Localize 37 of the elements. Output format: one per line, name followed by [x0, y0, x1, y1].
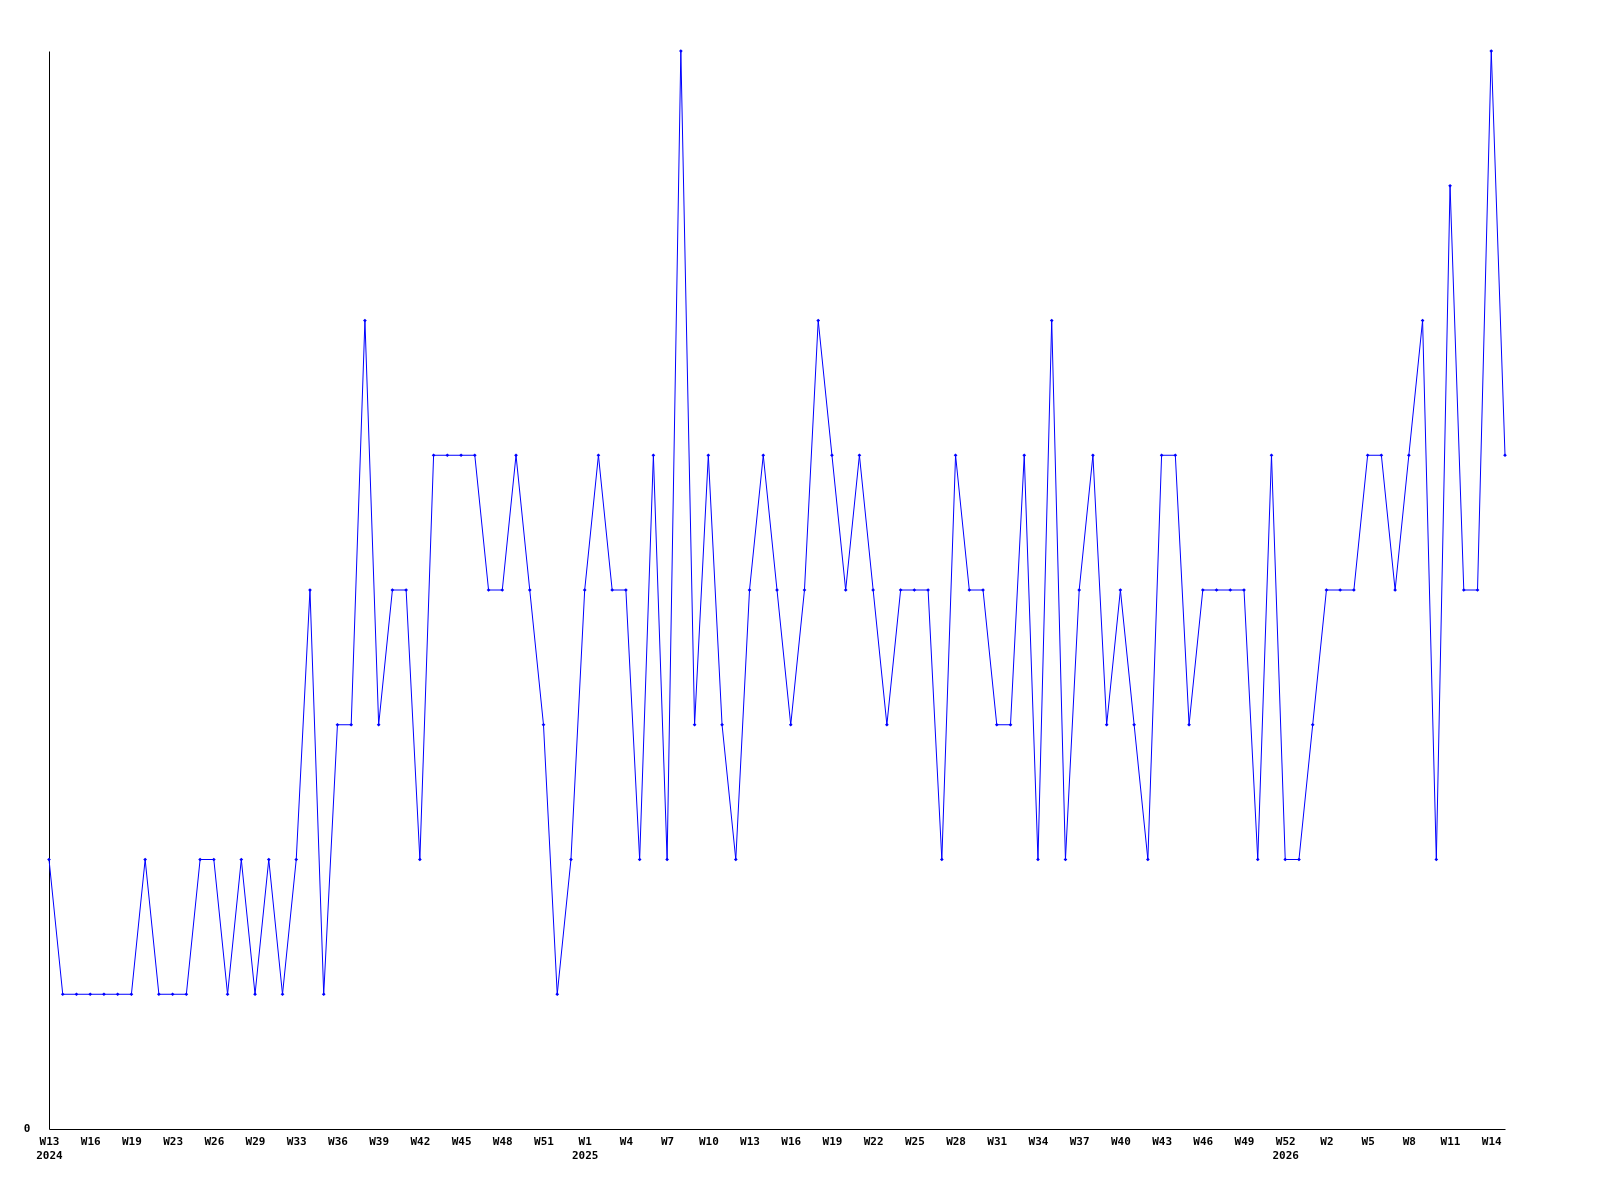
x-tick-label: W40 [1110, 1134, 1131, 1148]
x-tick-label: W16 [80, 1134, 102, 1148]
x-tick-label: W5 [1361, 1134, 1375, 1148]
x-tick-label: W45 [451, 1134, 472, 1148]
x-tick-label: W28 [946, 1134, 966, 1148]
x-tick-label: W39 [369, 1134, 390, 1148]
x-tick-label: W36 [328, 1134, 349, 1148]
x-tick-label: W2 [1320, 1134, 1334, 1148]
x-tick-label: W7 [660, 1134, 675, 1148]
x-tick-label: W8 [1402, 1134, 1416, 1148]
text: 0 [23, 1122, 31, 1135]
x-tick-label: W46 [1193, 1134, 1214, 1148]
x-tick-label: W42 [410, 1134, 431, 1148]
x-tick-label: W1 2025 [571, 1134, 599, 1162]
x-tick-label: W29 [245, 1134, 266, 1148]
x-tick-label: W52 2026 [1272, 1134, 1300, 1162]
x-tick-label: W25 [904, 1134, 925, 1148]
x-tick-label: W33 [286, 1134, 307, 1148]
x-tick-label: W26 [204, 1134, 225, 1148]
x-tick-label: W10 [698, 1134, 719, 1148]
x-tick-label: W16 [781, 1134, 802, 1148]
x-tick-label: W34 [1028, 1134, 1049, 1148]
x-tick-label: W19 [121, 1134, 142, 1148]
x-tick-label: W13 2024 [36, 1134, 64, 1162]
x-tick-label: W14 [1481, 1134, 1503, 1148]
x-tick-label: W31 [987, 1134, 1008, 1148]
x-tick-label: W37 [1069, 1134, 1090, 1148]
x-tick-label: W43 [1152, 1134, 1173, 1148]
x-tick-label: W48 [492, 1134, 513, 1148]
x-tick-label: W11 [1440, 1134, 1461, 1148]
x-tick-label: W22 [863, 1134, 884, 1148]
x-tick-label: W19 [822, 1134, 843, 1148]
x-tick-label: W49 [1234, 1134, 1255, 1148]
x-tick-label: W51 [534, 1134, 555, 1148]
x-tick-label: W4 [619, 1134, 634, 1148]
x-tick-label: W23 [163, 1134, 184, 1148]
x-tick-label: W13 [740, 1134, 760, 1148]
